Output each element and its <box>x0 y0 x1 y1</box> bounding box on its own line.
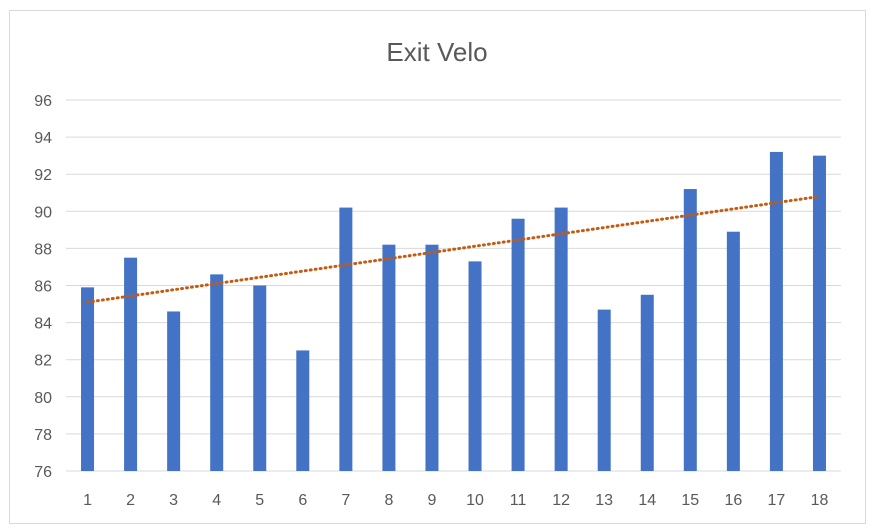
bar-18 <box>812 155 826 471</box>
y-tick-label: 86 <box>34 279 52 296</box>
x-tick-label: 3 <box>169 492 178 509</box>
x-tick-label: 16 <box>724 492 742 509</box>
bar-9 <box>425 244 439 471</box>
x-tick-label: 10 <box>466 492 484 509</box>
x-tick-label: 7 <box>341 492 350 509</box>
bar-2 <box>124 257 138 471</box>
x-tick-label: 13 <box>595 492 613 509</box>
bar-11 <box>511 218 525 471</box>
bar-7 <box>339 207 353 471</box>
bar-4 <box>210 274 224 471</box>
y-axis-ticks: 76 78 80 82 84 86 88 90 92 94 96 <box>34 93 52 481</box>
y-tick-label: 80 <box>34 390 52 407</box>
bar-1 <box>81 287 95 471</box>
trendline-layer <box>86 194 821 304</box>
x-tick-label: 15 <box>681 492 699 509</box>
bar-10 <box>468 261 482 471</box>
bar-13 <box>597 309 611 471</box>
bar-6 <box>296 350 310 471</box>
bar-16 <box>726 231 740 471</box>
x-tick-label: 9 <box>428 492 437 509</box>
bars <box>81 151 826 472</box>
y-tick-label: 92 <box>34 167 52 184</box>
y-tick-label: 78 <box>34 427 52 444</box>
bar-12 <box>554 207 568 471</box>
x-tick-label: 18 <box>811 492 829 509</box>
y-tick-label: 94 <box>34 130 52 147</box>
y-tick-label: 90 <box>34 204 52 221</box>
chart-title: Exit Velo <box>386 37 487 67</box>
bar-8 <box>382 244 396 471</box>
y-tick-label: 82 <box>34 353 52 370</box>
x-tick-label: 5 <box>255 492 264 509</box>
y-tick-label: 76 <box>34 464 52 481</box>
x-tick-label: 12 <box>552 492 570 509</box>
x-tick-label: 17 <box>768 492 786 509</box>
y-tick-label: 88 <box>34 241 52 258</box>
trendline <box>86 194 821 304</box>
x-tick-label: 2 <box>126 492 135 509</box>
bar-3 <box>167 311 181 471</box>
bar-5 <box>253 285 267 471</box>
x-axis-ticks: 1 2 3 4 5 6 7 8 9 10 11 12 13 14 15 16 17 18 <box>83 492 828 509</box>
x-tick-label: 1 <box>83 492 92 509</box>
x-tick-label: 6 <box>298 492 307 509</box>
x-tick-label: 8 <box>384 492 393 509</box>
bar-15 <box>683 189 697 472</box>
bar-17 <box>769 151 783 471</box>
gridlines <box>66 99 841 472</box>
x-tick-label: 11 <box>510 492 527 509</box>
x-tick-label: 4 <box>212 492 221 509</box>
x-tick-label: 14 <box>638 492 656 509</box>
y-tick-label: 84 <box>34 316 52 333</box>
bar-14 <box>640 294 654 471</box>
y-tick-label: 96 <box>34 93 52 110</box>
